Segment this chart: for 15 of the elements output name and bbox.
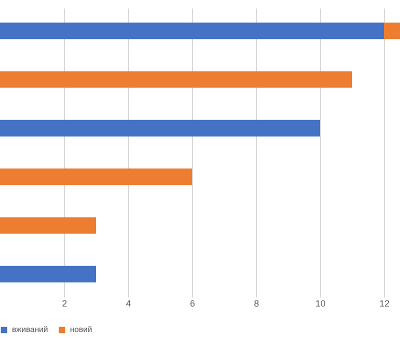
x-tick-label: 6 <box>190 298 196 308</box>
bar <box>0 266 96 282</box>
x-tick-label: 10 <box>315 298 326 308</box>
bar <box>0 168 192 186</box>
bar <box>0 22 384 40</box>
x-tick-label: 8 <box>254 298 260 308</box>
x-tick-label: 4 <box>126 298 132 308</box>
x-tick-label: 2 <box>62 298 68 308</box>
bar <box>0 217 96 234</box>
bar <box>0 120 320 136</box>
x-tick-label: 12 <box>379 298 390 308</box>
legend-label: вживаний <box>12 325 48 334</box>
bar <box>384 22 400 40</box>
legend-label: новий <box>70 325 92 334</box>
bar <box>0 71 352 88</box>
